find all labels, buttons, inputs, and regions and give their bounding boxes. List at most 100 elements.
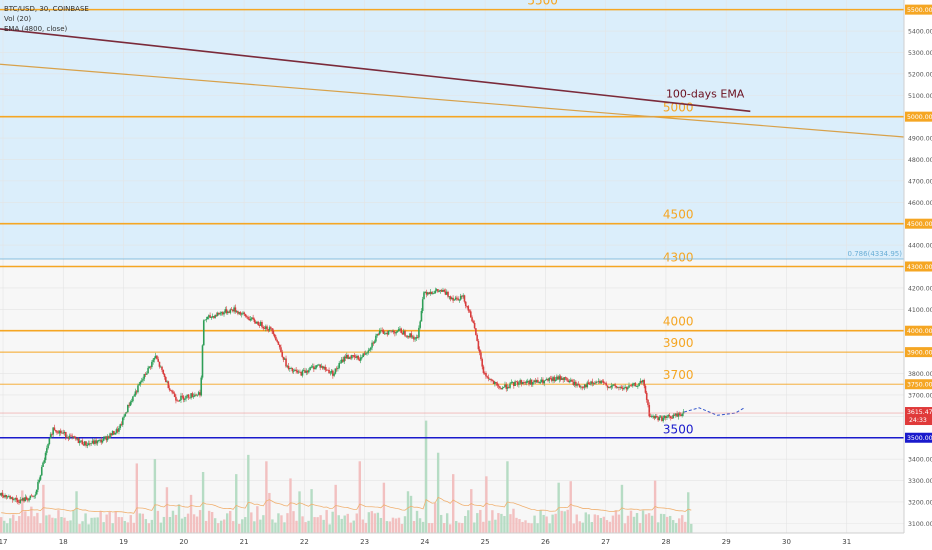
candle-body[interactable] — [110, 433, 113, 436]
candle-body[interactable] — [487, 377, 490, 379]
candle-body[interactable] — [161, 366, 163, 370]
candle-body[interactable] — [232, 309, 234, 312]
candle-body[interactable] — [610, 385, 613, 388]
candle-body[interactable] — [197, 392, 200, 395]
candle-body[interactable] — [615, 385, 618, 388]
candle-body[interactable] — [563, 377, 566, 380]
candle-body[interactable] — [358, 359, 361, 361]
candle-body[interactable] — [268, 327, 271, 331]
candle-body[interactable] — [324, 366, 327, 370]
trend-line[interactable] — [0, 63, 905, 138]
candle-body[interactable] — [67, 436, 70, 439]
candle-body[interactable] — [666, 416, 668, 418]
candle-body[interactable] — [401, 332, 404, 335]
candle-body[interactable] — [497, 385, 500, 387]
candle-body[interactable] — [172, 392, 175, 394]
candle-body[interactable] — [595, 381, 597, 384]
candle-body[interactable] — [359, 357, 362, 361]
candle-body[interactable] — [413, 336, 415, 340]
candle-body[interactable] — [151, 361, 153, 367]
candle-body[interactable] — [376, 334, 378, 336]
candle-body[interactable] — [144, 374, 147, 375]
candle-body[interactable] — [556, 376, 558, 380]
candle-body[interactable] — [438, 291, 440, 292]
candle-body[interactable] — [629, 385, 632, 387]
candle-body[interactable] — [213, 316, 215, 318]
candle-body[interactable] — [296, 370, 299, 373]
candle-body[interactable] — [339, 362, 342, 364]
candle-body[interactable] — [576, 384, 578, 386]
candle-body[interactable] — [400, 328, 402, 333]
candle-body[interactable] — [282, 356, 285, 360]
candle-body[interactable] — [626, 387, 629, 390]
candle-body[interactable] — [329, 372, 332, 374]
candle-body[interactable] — [272, 330, 275, 335]
candle-body[interactable] — [623, 387, 625, 390]
candle-body[interactable] — [578, 385, 581, 388]
candle-body[interactable] — [275, 336, 277, 341]
candle-body[interactable] — [263, 328, 266, 329]
candle-body[interactable] — [481, 359, 483, 367]
candle-body[interactable] — [668, 415, 671, 417]
candle-body[interactable] — [297, 371, 300, 373]
candle-body[interactable] — [333, 373, 335, 376]
candle-body[interactable] — [492, 380, 495, 384]
candle-body[interactable] — [132, 396, 134, 402]
candle-body[interactable] — [76, 438, 79, 440]
candle-body[interactable] — [573, 381, 576, 386]
candle-body[interactable] — [385, 332, 387, 334]
candle-body[interactable] — [53, 427, 56, 431]
candle-body[interactable] — [29, 495, 32, 499]
candle-body[interactable] — [604, 382, 606, 384]
candle-body[interactable] — [506, 387, 509, 389]
candle-body[interactable] — [453, 299, 456, 301]
candle-body[interactable] — [542, 379, 544, 384]
candle-body[interactable] — [456, 297, 458, 299]
candle-body[interactable] — [130, 401, 133, 402]
candle-body[interactable] — [387, 330, 390, 335]
candle-body[interactable] — [127, 404, 129, 413]
candle-body[interactable] — [224, 309, 227, 313]
candle-body[interactable] — [166, 381, 168, 383]
candle-body[interactable] — [33, 495, 35, 497]
candle-body[interactable] — [248, 318, 251, 321]
candle-body[interactable] — [90, 443, 92, 445]
candle-body[interactable] — [337, 367, 339, 369]
candle-body[interactable] — [480, 352, 482, 360]
candle-body[interactable] — [196, 394, 199, 396]
candle-body[interactable] — [581, 386, 583, 388]
candle-body[interactable] — [661, 416, 663, 421]
candle-body[interactable] — [254, 321, 257, 324]
candle-body[interactable] — [86, 445, 89, 446]
candle-body[interactable] — [6, 496, 9, 498]
candle-body[interactable] — [528, 380, 530, 385]
candle-body[interactable] — [316, 364, 319, 366]
candle-body[interactable] — [429, 291, 432, 294]
candle-body[interactable] — [189, 397, 191, 399]
candle-body[interactable] — [491, 380, 494, 382]
candle-body[interactable] — [416, 337, 419, 338]
candle-body[interactable] — [562, 378, 564, 380]
candle-body[interactable] — [462, 295, 465, 297]
candle-body[interactable] — [27, 499, 29, 501]
candle-body[interactable] — [383, 333, 386, 335]
candle-body[interactable] — [457, 298, 459, 300]
candle-body[interactable] — [1, 492, 4, 496]
candle-body[interactable] — [380, 330, 382, 332]
candle-body[interactable] — [310, 366, 313, 368]
candle-body[interactable] — [134, 391, 137, 396]
candle-body[interactable] — [345, 355, 348, 359]
candle-body[interactable] — [632, 383, 634, 386]
candle-body[interactable] — [518, 383, 520, 385]
candle-body[interactable] — [114, 432, 116, 435]
candle-body[interactable] — [290, 367, 292, 369]
candle-body[interactable] — [373, 341, 376, 344]
candle-body[interactable] — [352, 355, 354, 356]
candle-body[interactable] — [652, 415, 654, 417]
candle-body[interactable] — [426, 292, 429, 295]
candle-body[interactable] — [461, 295, 463, 297]
candle-body[interactable] — [70, 435, 72, 437]
candle-body[interactable] — [399, 328, 401, 330]
candle-body[interactable] — [61, 432, 63, 434]
candle-body[interactable] — [168, 388, 171, 391]
